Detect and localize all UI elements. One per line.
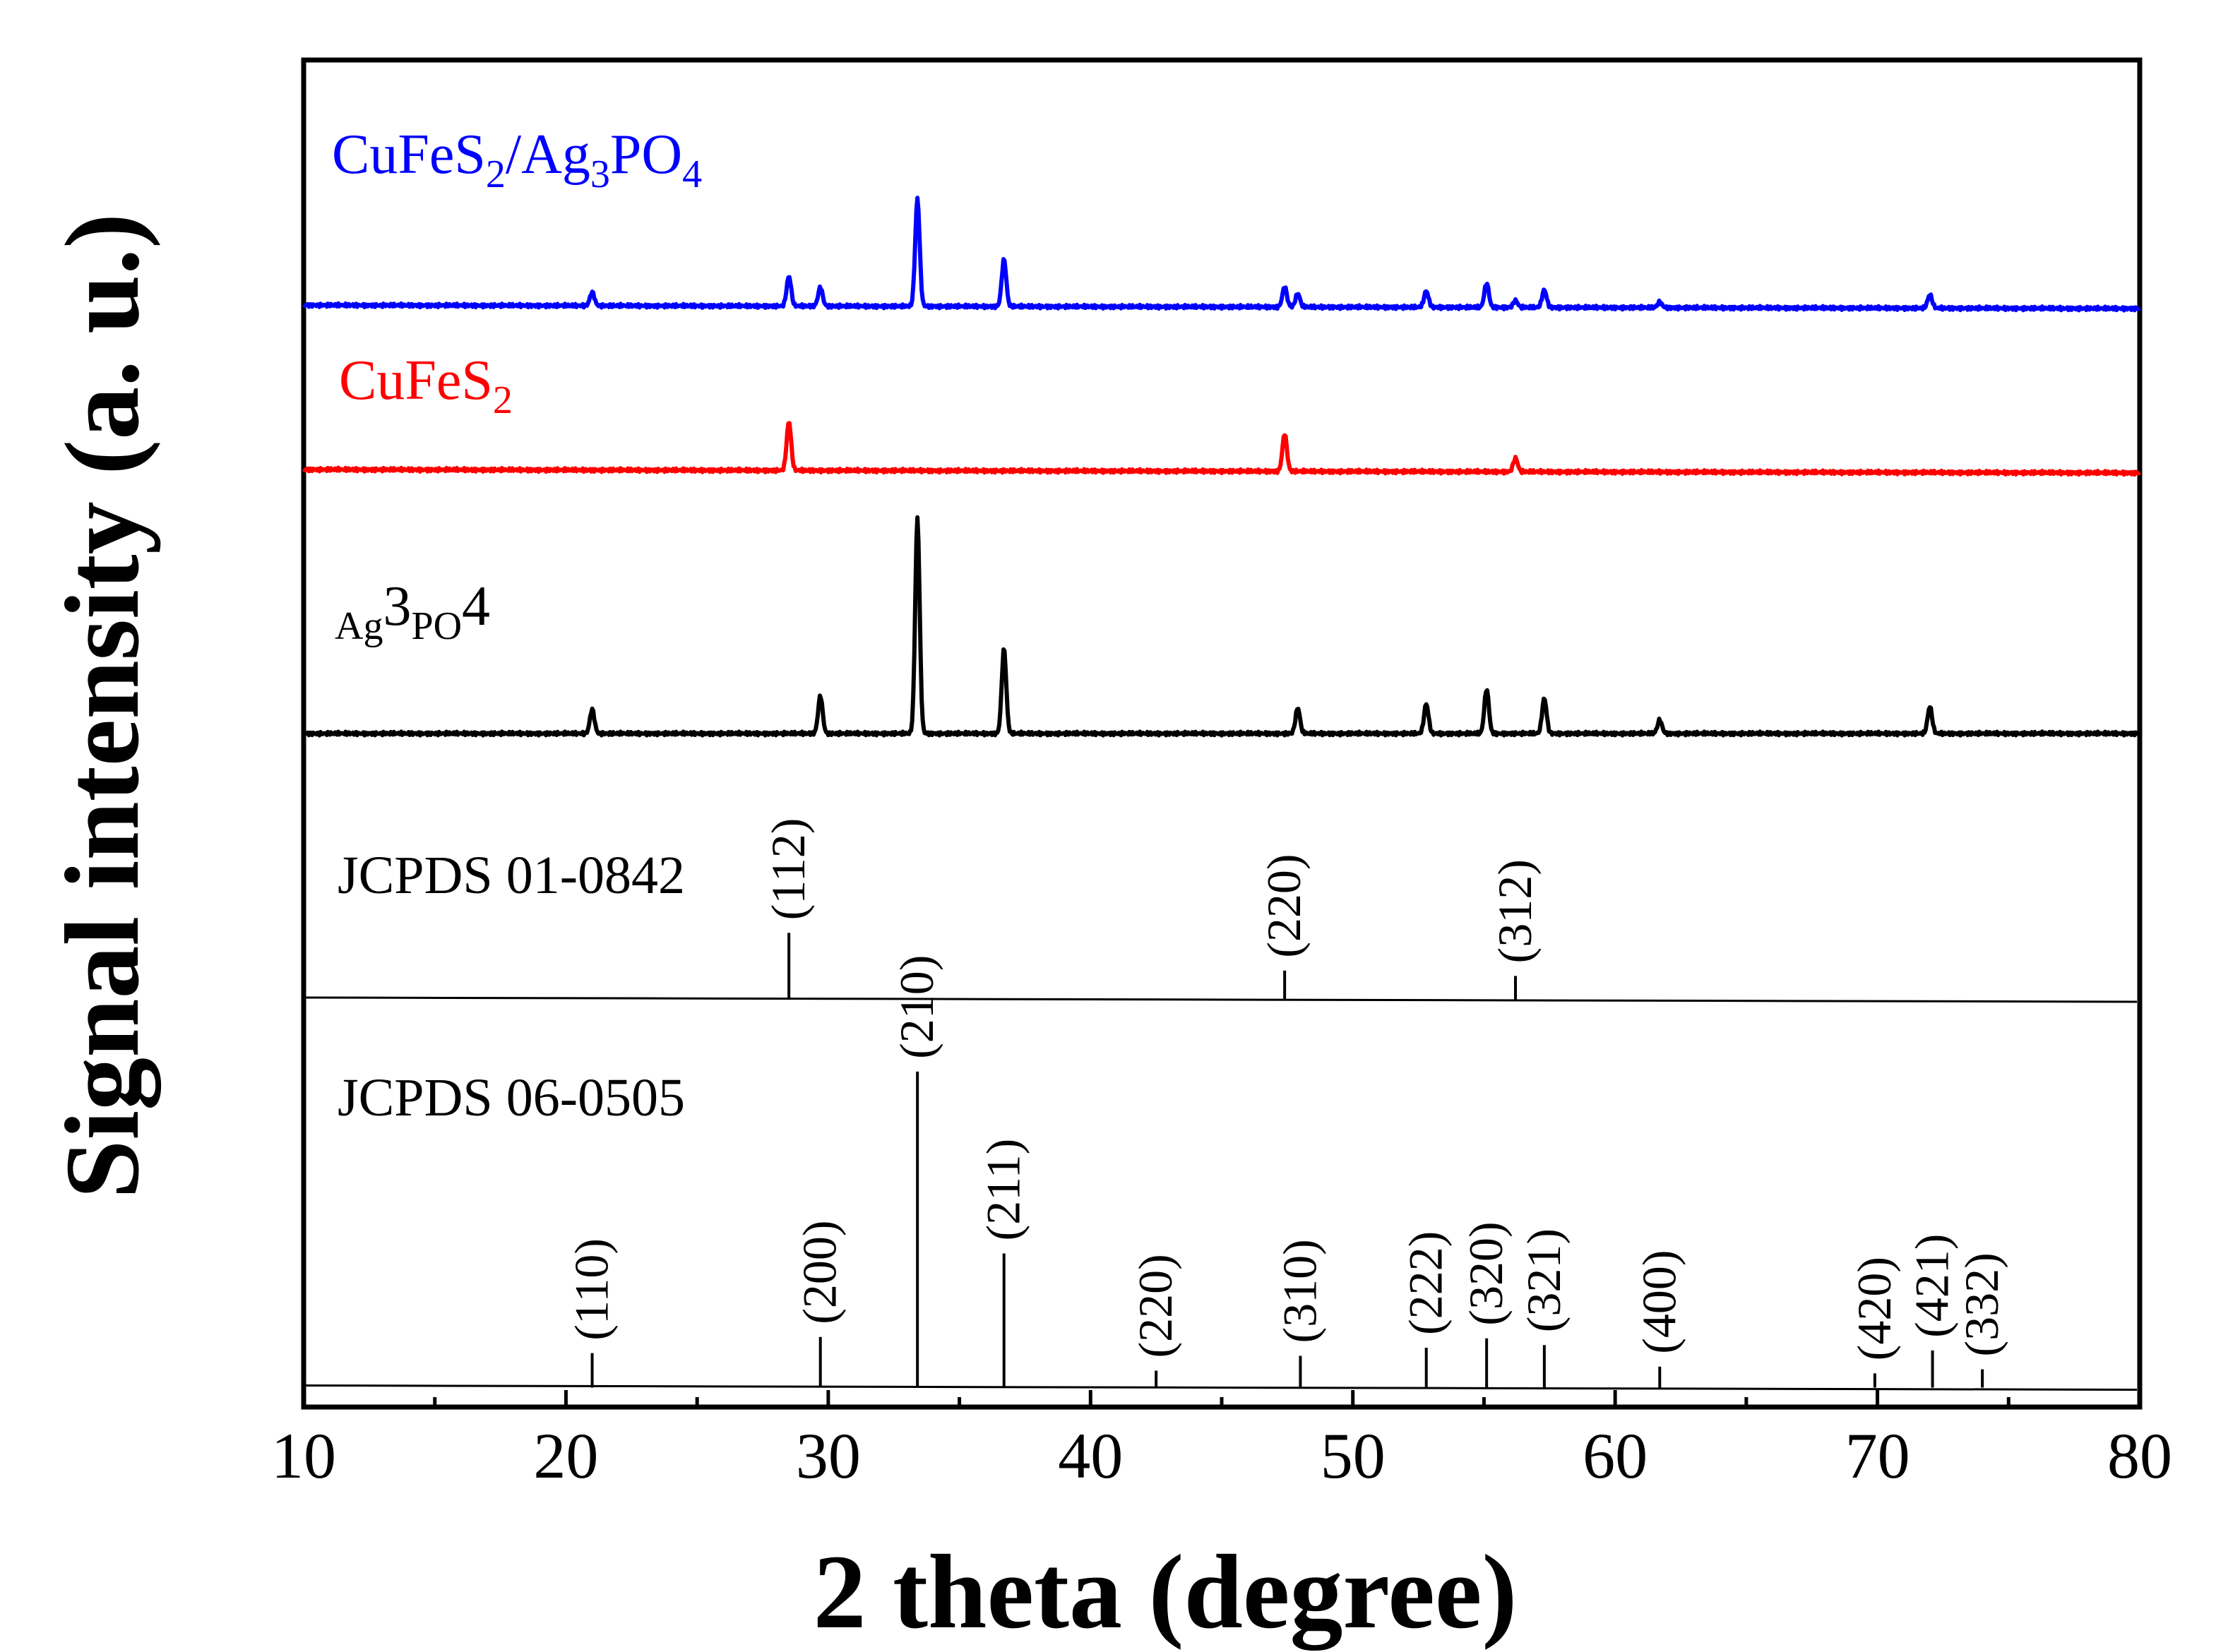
xrd-series (302, 196, 2142, 738)
reference-label: JCPDS 01-0842 (338, 846, 685, 905)
x-tick-label: 60 (1583, 1420, 1648, 1492)
series-line-cufes2 (302, 421, 2142, 477)
x-axis-tick-labels: 10 20 30 40 50 60 70 80 (271, 1420, 2172, 1492)
x-tick-label: 50 (1321, 1420, 1386, 1492)
hkl-label: (421) (1905, 1234, 1959, 1338)
hkl-label: (310) (1273, 1239, 1326, 1343)
hkl-label: (211) (977, 1139, 1030, 1241)
hkl-label: (332) (1955, 1252, 2008, 1356)
x-axis-title: 2 theta (degree) (814, 1533, 1518, 1651)
series-labels: CuFeS2/Ag3PO4 CuFeS2 Ag3PO4 (332, 124, 702, 648)
x-axis-ticks (302, 1390, 2142, 1407)
x-tick-label: 30 (796, 1420, 861, 1492)
hkl-label: (321) (1517, 1228, 1571, 1332)
series-line-ag3po4 (302, 515, 2142, 738)
reference-label: JCPDS 06-0505 (338, 1068, 685, 1127)
x-tick-label: 80 (2107, 1420, 2172, 1492)
hkl-label: (220) (1128, 1254, 1182, 1358)
series-label-ag3po4: Ag3PO4 (335, 575, 490, 648)
hkl-label: (320) (1459, 1221, 1513, 1325)
x-tick-label: 20 (533, 1420, 598, 1492)
hkl-label: (210) (890, 955, 943, 1059)
y-axis-title: Signal intensity (a. u.) (44, 213, 161, 1199)
hkl-label: (222) (1399, 1231, 1453, 1335)
hkl-label: (220) (1257, 854, 1311, 958)
series-label-cufes2: CuFeS2 (339, 349, 513, 422)
hkl-label: (400) (1632, 1250, 1686, 1353)
reference-baseline (303, 996, 2138, 1003)
reference-baseline (303, 1384, 2138, 1391)
hkl-label: (110) (565, 1238, 619, 1341)
x-tick-label: 70 (1845, 1420, 1910, 1492)
series-line-composite (302, 196, 2142, 313)
x-tick-label: 40 (1058, 1420, 1123, 1492)
hkl-label: (200) (793, 1220, 847, 1324)
series-label-composite: CuFeS2/Ag3PO4 (332, 124, 702, 196)
x-tick-label: 10 (271, 1420, 336, 1492)
hkl-label: (112) (761, 818, 815, 921)
hkl-label: (420) (1847, 1257, 1901, 1360)
reference-patterns: JCPDS 01-0842 (112) (220) (312) JCPDS 06-050… (303, 818, 2138, 1391)
hkl-label: (312) (1488, 859, 1542, 963)
